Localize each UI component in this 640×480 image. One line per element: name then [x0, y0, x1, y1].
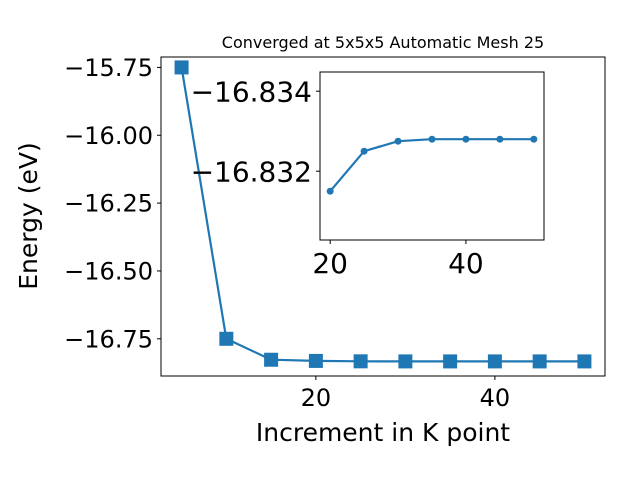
- inset-axes-frame: [319, 71, 545, 241]
- main-data-point: [577, 354, 592, 369]
- main-y-tick-label: −16.00: [64, 122, 153, 150]
- inset-plot: 20 40 −16.834 −16.832: [191, 71, 545, 280]
- inset-data-point: [428, 135, 436, 143]
- main-y-tick-label: −16.75: [64, 325, 153, 353]
- main-data-point: [174, 60, 189, 75]
- inset-data-point: [462, 135, 470, 143]
- inset-y-tick-label: −16.834: [191, 75, 312, 108]
- inset-data-point: [360, 147, 368, 155]
- main-x-tick-label: 40: [480, 384, 511, 412]
- main-data-point: [532, 354, 547, 369]
- main-data-point: [398, 354, 413, 369]
- main-data-point: [443, 354, 458, 369]
- x-axis-label: Increment in K point: [256, 418, 510, 447]
- inset-data-point: [394, 137, 402, 145]
- inset-data-point: [496, 135, 504, 143]
- main-y-tick-label: −15.75: [64, 54, 153, 82]
- y-axis-label: Energy (eV): [14, 142, 43, 289]
- main-data-point: [308, 353, 323, 368]
- main-x-tick-label: 20: [301, 384, 332, 412]
- chart-title: Converged at 5x5x5 Automatic Mesh 25: [222, 33, 544, 52]
- inset-y-tick-label: −16.832: [191, 155, 312, 188]
- main-data-point: [353, 354, 368, 369]
- main-y-tick-label: −16.50: [64, 258, 153, 286]
- inset-x-tick-label: 40: [448, 247, 484, 280]
- main-series-line: [180, 67, 585, 363]
- inset-data-point: [326, 187, 334, 195]
- main-data-point: [487, 354, 502, 369]
- main-y-tick-label: −16.25: [64, 190, 153, 218]
- main-data-point: [219, 331, 234, 346]
- inset-data-point: [530, 135, 538, 143]
- main-data-point: [264, 352, 279, 367]
- inset-x-tick-label: 20: [312, 247, 348, 280]
